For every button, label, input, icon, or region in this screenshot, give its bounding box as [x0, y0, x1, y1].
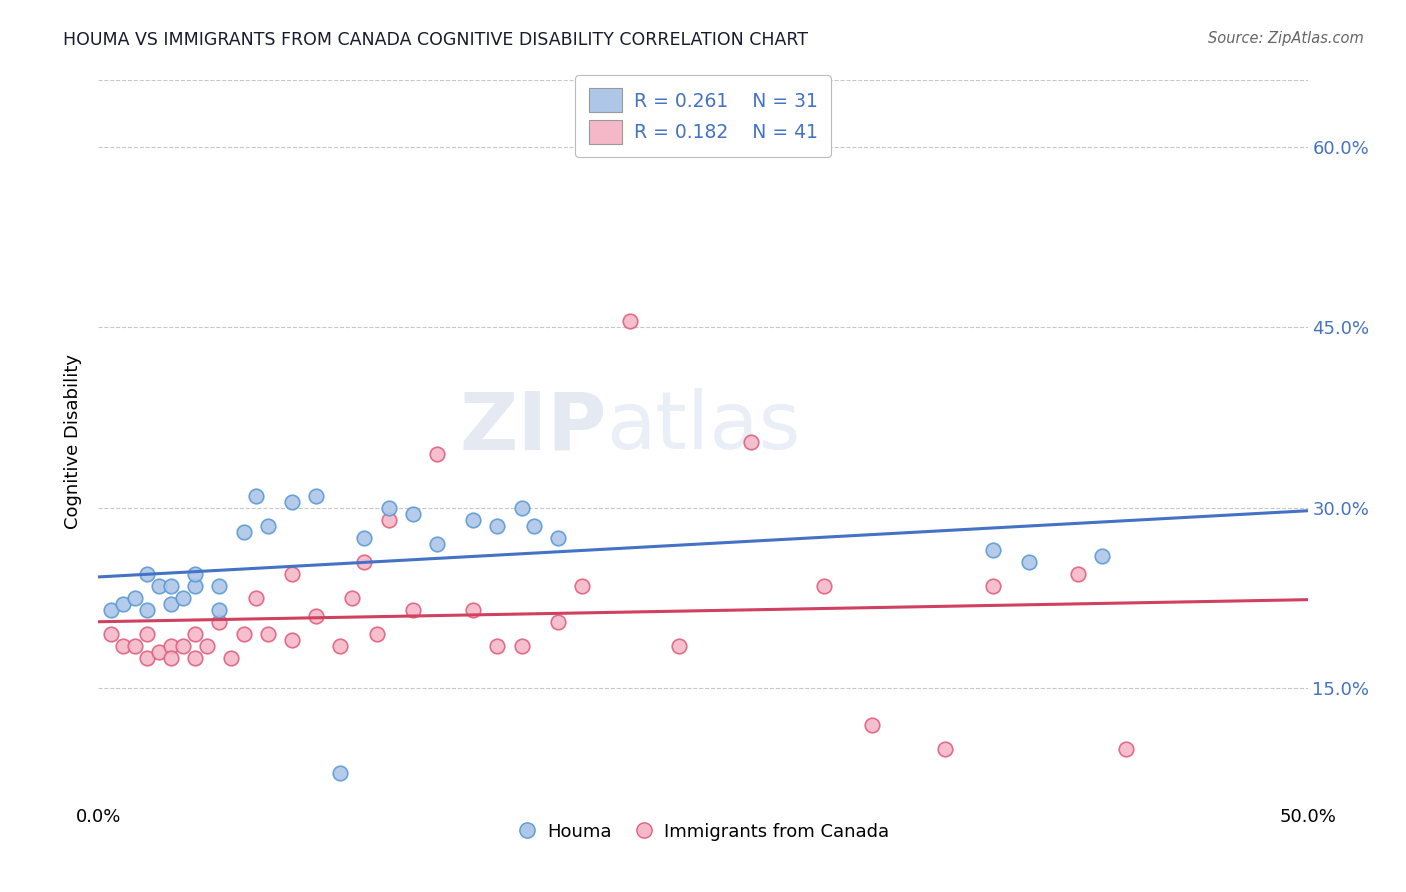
Legend: Houma, Immigrants from Canada: Houma, Immigrants from Canada: [509, 815, 897, 848]
Point: [860, 717, 883, 731]
Point: [1115, 741, 1137, 756]
Point: [510, 500, 533, 515]
Point: [195, 639, 218, 653]
Point: [426, 537, 449, 551]
Point: [1067, 567, 1090, 582]
Point: [547, 531, 569, 545]
Point: [1091, 549, 1114, 563]
Point: [353, 555, 375, 569]
Text: ZIP: ZIP: [458, 388, 606, 467]
Point: [124, 639, 146, 653]
Point: [281, 633, 304, 648]
Point: [172, 639, 194, 653]
Point: [100, 603, 122, 617]
Point: [366, 627, 388, 641]
Point: [184, 651, 207, 665]
Point: [619, 314, 641, 328]
Point: [160, 579, 183, 593]
Point: [510, 639, 533, 653]
Point: [148, 579, 170, 593]
Point: [256, 518, 278, 533]
Point: [463, 513, 485, 527]
Point: [547, 615, 569, 630]
Point: [523, 518, 546, 533]
Point: [981, 579, 1004, 593]
Point: [329, 639, 352, 653]
Point: [353, 531, 375, 545]
Point: [740, 434, 762, 449]
Point: [571, 579, 593, 593]
Point: [377, 513, 399, 527]
Point: [934, 741, 956, 756]
Point: [184, 627, 207, 641]
Point: [426, 446, 449, 460]
Point: [172, 591, 194, 606]
Point: [111, 639, 134, 653]
Point: [208, 615, 231, 630]
Point: [245, 591, 267, 606]
Point: [305, 489, 328, 503]
Point: [486, 518, 509, 533]
Point: [402, 603, 425, 617]
Point: [135, 567, 157, 582]
Text: atlas: atlas: [606, 388, 800, 467]
Point: [463, 603, 485, 617]
Point: [221, 651, 243, 665]
Point: [305, 609, 328, 624]
Point: [148, 645, 170, 659]
Text: Source: ZipAtlas.com: Source: ZipAtlas.com: [1208, 31, 1364, 46]
Point: [160, 597, 183, 611]
Point: [813, 579, 835, 593]
Point: [377, 500, 399, 515]
Point: [281, 567, 304, 582]
Point: [184, 579, 207, 593]
Point: [668, 639, 690, 653]
Point: [342, 591, 364, 606]
Point: [208, 603, 231, 617]
Point: [111, 597, 134, 611]
Point: [981, 542, 1004, 557]
Point: [160, 651, 183, 665]
Point: [402, 507, 425, 521]
Point: [160, 639, 183, 653]
Text: HOUMA VS IMMIGRANTS FROM CANADA COGNITIVE DISABILITY CORRELATION CHART: HOUMA VS IMMIGRANTS FROM CANADA COGNITIV…: [63, 31, 808, 49]
Point: [232, 627, 254, 641]
Point: [256, 627, 278, 641]
Point: [281, 494, 304, 508]
Point: [184, 567, 207, 582]
Point: [100, 627, 122, 641]
Point: [1018, 555, 1040, 569]
Point: [245, 489, 267, 503]
Point: [135, 627, 157, 641]
Point: [232, 524, 254, 539]
Point: [135, 603, 157, 617]
Point: [486, 639, 509, 653]
Y-axis label: Cognitive Disability: Cognitive Disability: [65, 354, 83, 529]
Point: [208, 579, 231, 593]
Point: [135, 651, 157, 665]
Point: [124, 591, 146, 606]
Point: [329, 765, 352, 780]
